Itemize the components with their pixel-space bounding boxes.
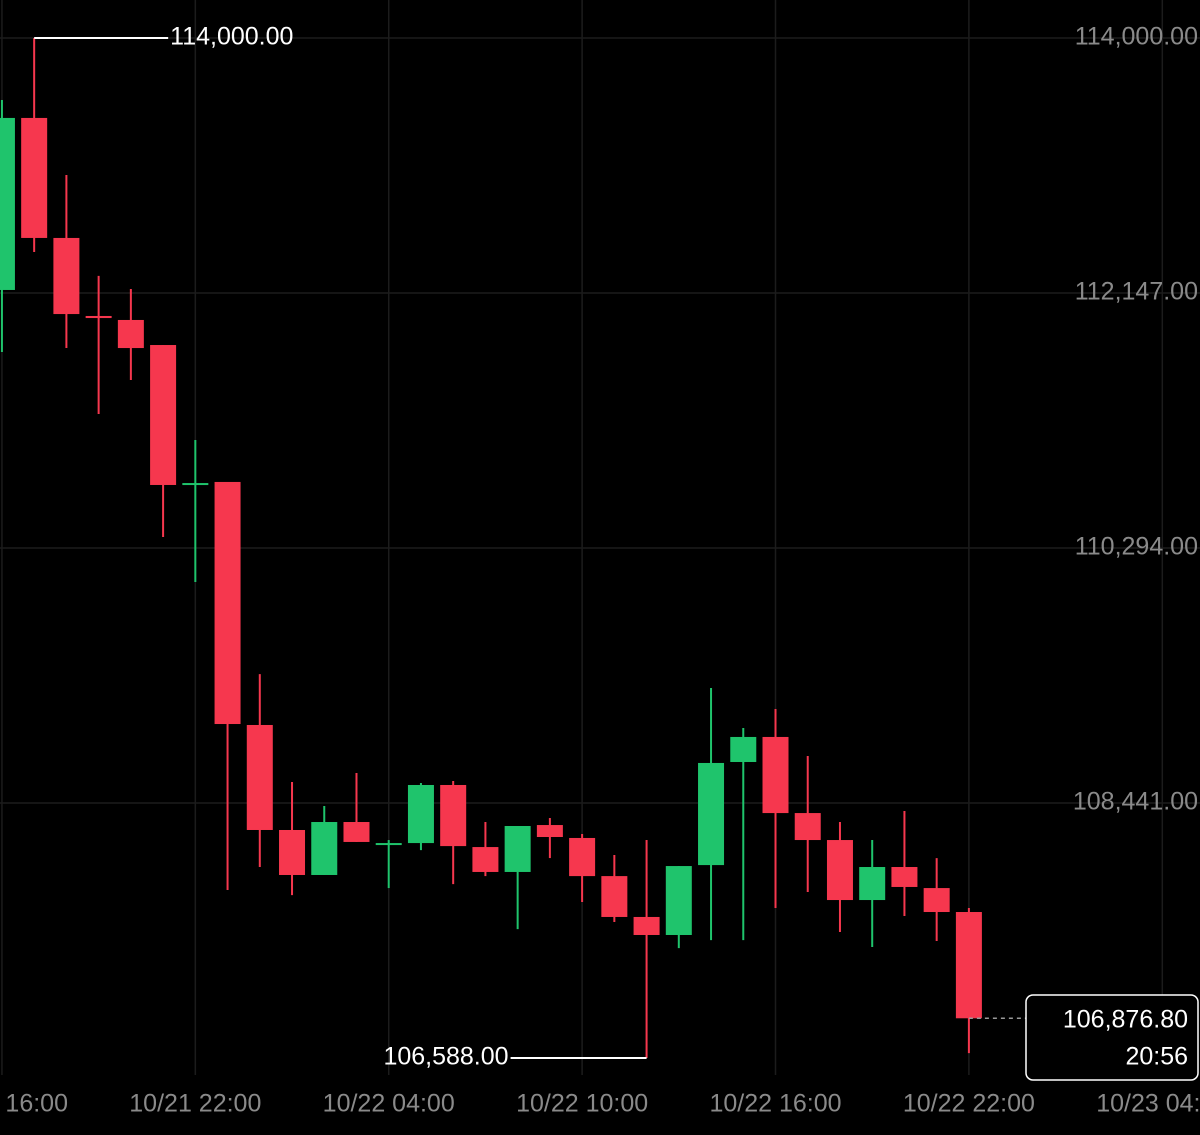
x-tick-label: 10/22 22:00 [903,1090,1035,1118]
candle-body [472,847,499,872]
candle-body [665,866,692,935]
x-tick-label: 10/21 16:00 [0,1090,68,1118]
x-tick-label: 10/22 16:00 [709,1090,841,1118]
candle-body [891,867,918,887]
y-tick-label: 110,294.00 [1075,533,1198,561]
candle-body [279,829,306,875]
candle-body [53,237,80,315]
candle-body [343,822,370,842]
candle-body [504,825,531,872]
candle-body [214,481,241,725]
y-tick-label: 112,147.00 [1075,278,1198,306]
x-tick-label: 10/22 04:00 [323,1090,455,1118]
y-tick-label: 114,000.00 [1075,23,1198,51]
candle-body [601,876,628,917]
price-label: 106,876.80 [1063,1006,1188,1034]
candle-body [730,736,757,763]
candle-body [375,843,402,846]
price-box [1025,994,1199,1081]
candle-body [826,840,853,901]
candle-body [762,736,789,814]
candle-body [407,784,434,844]
annotation-label: 114,000.00 [170,23,293,51]
candle-body [536,825,563,838]
candle-body [182,483,209,486]
candle-body [311,822,338,875]
y-tick-label: 108,441.00 [1073,788,1198,816]
candle-body [859,867,886,901]
annotation-label: 106,588.00 [383,1043,508,1071]
candle-body [246,724,273,830]
candle-body [569,837,596,877]
x-tick-label: 10/23 04:00 [1096,1090,1200,1118]
candle-body [955,912,982,1019]
candle-body [794,813,821,841]
x-tick-label: 10/22 10:00 [516,1090,648,1118]
price-timer: 20:56 [1125,1043,1188,1071]
x-tick-label: 10/21 22:00 [129,1090,261,1118]
candle-body [698,762,725,866]
candle-body [633,916,660,935]
candle-body [0,117,15,290]
candle-body [923,888,950,913]
candle-body [85,315,112,319]
candle-body [117,319,144,349]
candle-body [440,784,467,847]
candle-body [21,117,48,238]
candle-body [150,345,177,485]
